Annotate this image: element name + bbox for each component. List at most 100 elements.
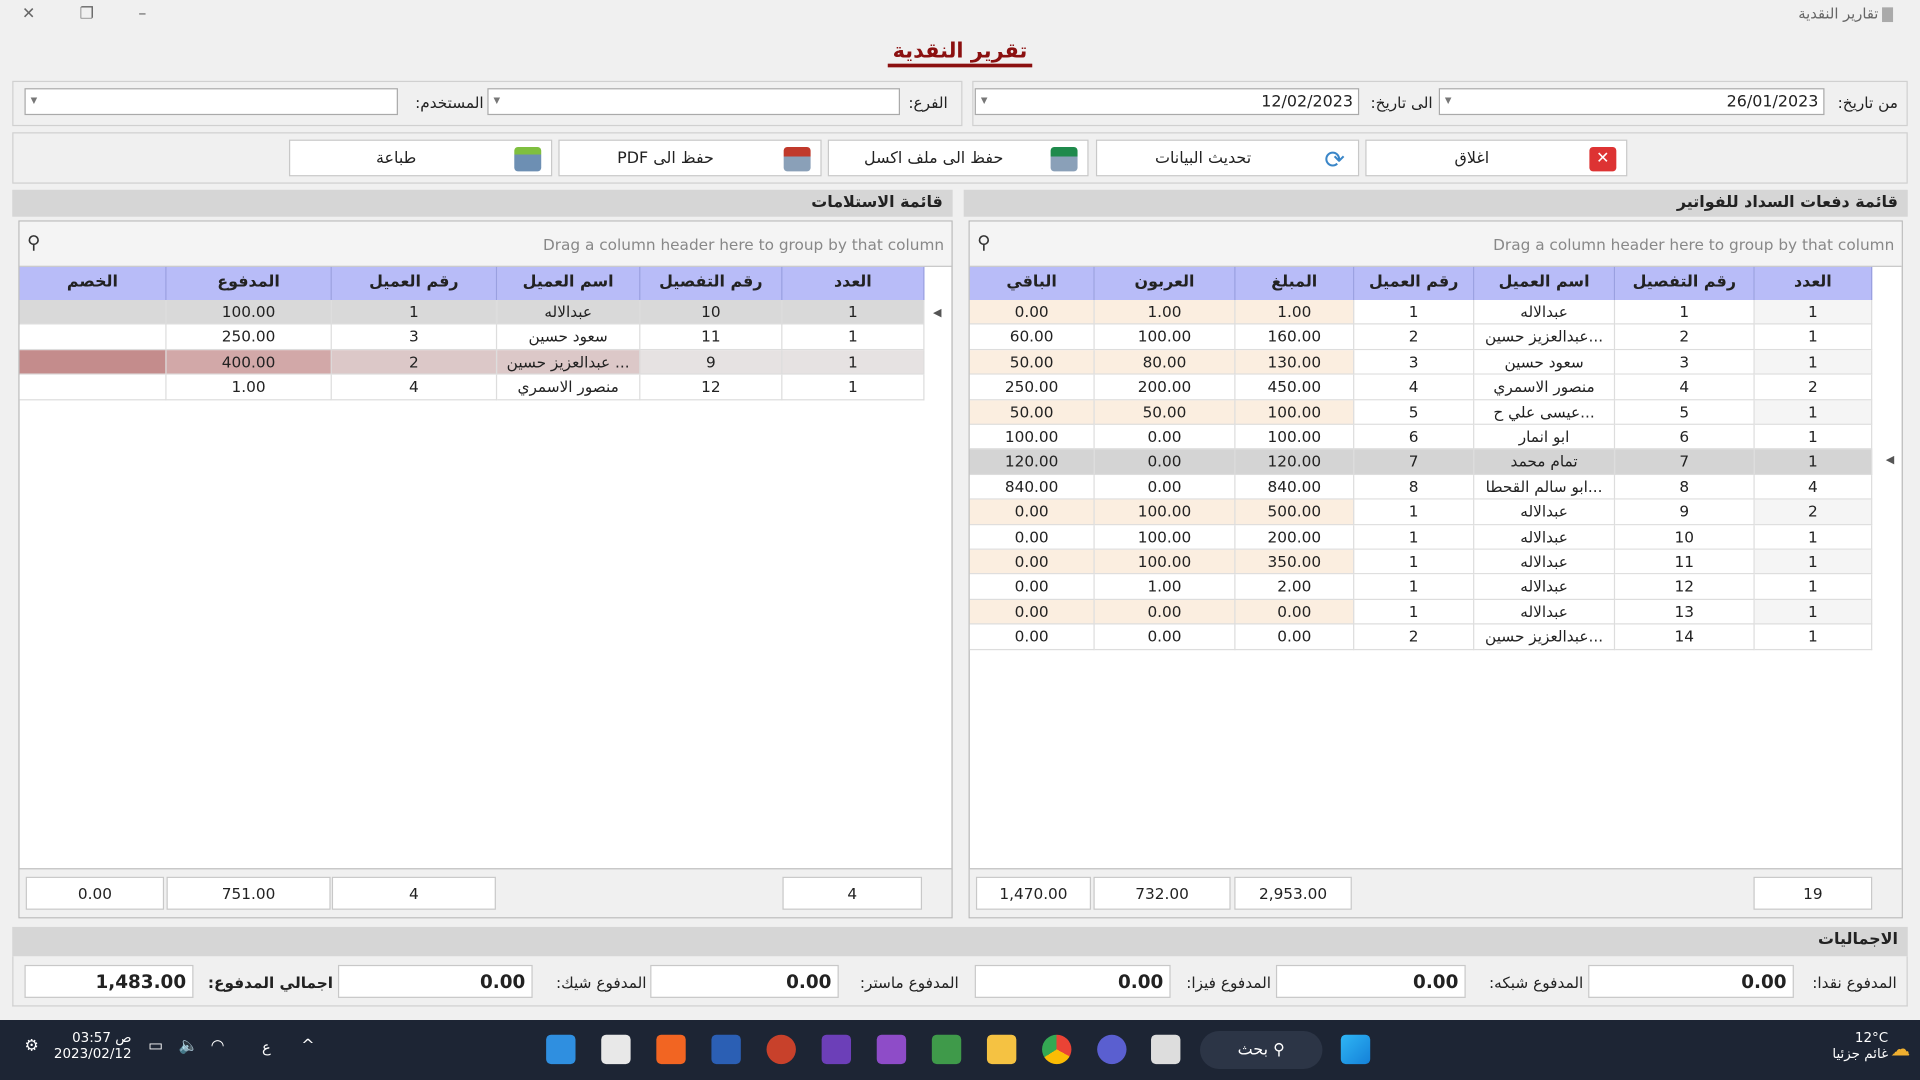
save-pdf-button[interactable]: حفظ الى PDF [558,139,822,177]
photos-icon[interactable] [546,1034,576,1065]
chrome-icon[interactable] [1042,1034,1072,1065]
excel-app-icon[interactable] [931,1034,962,1065]
column-header[interactable]: الخصم [19,266,167,301]
language-indicator[interactable]: ع [262,1038,271,1056]
column-header[interactable]: المبلغ [1235,266,1355,301]
notifications-icon[interactable]: ⚙ [24,1037,39,1056]
table-cell: 1 [1754,300,1873,325]
powerpoint-icon[interactable] [766,1034,796,1065]
search-icon[interactable]: ⚲ [977,231,991,254]
table-cell: 100.00 [1094,499,1236,525]
search-icon[interactable]: ⚲ [26,231,41,254]
table-row[interactable]: 1 12 منصور الاسمري 4 1.00 [19,374,952,400]
table-cell: 8 [1615,474,1755,500]
restore-window-button[interactable]: ❐ [79,4,94,24]
date: 2023/02/12 [53,1045,132,1062]
receipts-grid: Drag a column header here to group by th… [18,220,953,919]
column-header[interactable]: رقم التفصيل [1615,266,1755,301]
table-cell: 250.00 [969,374,1095,400]
group-by-panel[interactable]: Drag a column header here to group by th… [19,221,952,267]
file-explorer-icon[interactable] [986,1034,1017,1065]
start-windows-icon[interactable] [1340,1034,1371,1065]
table-cell: 60.00 [969,324,1095,350]
column-header[interactable]: المدفوع [166,266,332,301]
to-date-picker[interactable]: ▼ 12/02/2023 [974,88,1360,116]
table-row[interactable]: 4 8 ابو سالم القحطا... 8 840.00 0.00 840.00 [969,474,1902,500]
chevron-up-icon[interactable]: ^ [301,1037,315,1056]
column-header[interactable]: رقم التفصيل [640,266,783,301]
from-date-value: 26/01/2023 [1726,93,1819,112]
column-header[interactable]: اسم العميل [1474,266,1616,301]
save-excel-button[interactable]: حفظ الى ملف اكسل [827,139,1089,177]
table-row[interactable]: 1 11 عبدالاله 1 350.00 100.00 0.00 [969,549,1902,575]
teams-icon[interactable] [1097,1034,1127,1065]
table-cell: 2 [1615,324,1755,350]
column-header[interactable]: العدد [782,266,925,301]
column-header[interactable]: العدد [1754,266,1873,301]
word-icon[interactable] [711,1034,741,1065]
summary-title: الاجماليات [12,926,1908,957]
table-row[interactable]: 1 1 عبدالاله 1 1.00 1.00 0.00 [969,300,1902,325]
payments-panel-title: قائمة دفعات السداد للفواتير [963,189,1908,217]
table-row[interactable]: 1 13 عبدالاله 1 0.00 0.00 0.00 [969,599,1902,625]
wifi-icon[interactable]: ◠ [210,1037,225,1056]
table-row[interactable]: 1 9 عبدالعزيز حسين ... 2 400.00 [19,349,952,375]
table-row[interactable]: 2 4 منصور الاسمري 4 450.00 200.00 250.00 [969,374,1902,400]
table-row[interactable]: 2 9 عبدالاله 1 500.00 100.00 0.00 [969,499,1902,525]
table-cell: 8 [1354,474,1475,500]
visa-field: 0.00 [974,964,1171,998]
table-cell: 2 [1354,324,1475,350]
refresh-button[interactable]: تحديث البيانات ⟳ [1095,139,1360,177]
task-view-icon[interactable] [1151,1034,1181,1065]
table-row[interactable]: 1 10 عبدالاله 1 200.00 100.00 0.00 [969,524,1902,550]
group-by-panel[interactable]: Drag a column header here to group by th… [969,221,1902,267]
close-button[interactable]: اغلاق ✕ [1365,139,1628,177]
table-cell: 0.00 [1094,599,1236,625]
minimize-window-button[interactable]: – [138,4,147,24]
snipping-tool-icon[interactable] [601,1034,631,1065]
table-row[interactable]: 1 11 سعود حسين 3 250.00 [19,324,952,350]
table-cell: 1 [331,300,498,325]
column-header[interactable]: رقم العميل [1354,266,1475,301]
table-cell: 3 [1615,349,1755,375]
table-cell: 0.00 [969,549,1095,575]
table-cell: 200.00 [1094,374,1236,400]
column-header[interactable]: الباقي [969,266,1095,301]
table-cell: 0.00 [969,499,1095,525]
table-row[interactable]: 1 7 تمام محمد 7 120.00 0.00 120.00 [969,449,1902,475]
table-cell: 0.00 [969,524,1095,550]
table-cell: 50.00 [969,399,1095,425]
taskbar-search[interactable]: بحث ⚲ [1200,1031,1323,1069]
table-row[interactable]: 1 5 عيسى علي ح... 5 100.00 50.00 50.00 [969,399,1902,425]
branch-select[interactable]: ▼ [487,88,901,116]
table-row[interactable]: 1 6 ابو انمار 6 100.00 0.00 100.00 [969,424,1902,450]
table-row[interactable]: 1 14 عبدالعزيز حسين... 2 0.00 0.00 0.00 [969,624,1902,650]
column-header[interactable]: اسم العميل [497,266,641,301]
office-icon[interactable] [656,1034,686,1065]
close-window-button[interactable]: ✕ [22,4,36,24]
table-cell: 0.00 [969,300,1095,325]
table-cell: 2 [1354,624,1475,650]
visual-studio-2-icon[interactable] [821,1034,852,1065]
table-cell: 12 [640,374,783,400]
table-cell: 1 [1354,574,1475,600]
table-row[interactable]: 1 2 عبدالعزيز حسين... 2 160.00 100.00 60.00 [969,324,1902,350]
table-row[interactable]: 1 12 عبدالاله 1 2.00 1.00 0.00 [969,574,1902,600]
user-select[interactable]: ▼ [24,88,398,116]
volume-icon[interactable]: 🔈 [178,1037,199,1056]
battery-icon[interactable]: ▭ [148,1037,164,1056]
from-date-picker[interactable]: ▼ 26/01/2023 [1438,88,1825,116]
table-cell: 100.00 [1235,424,1355,450]
clock[interactable]: 03:57 ص 2023/02/12 [54,1030,132,1062]
table-cell: 4 [1354,374,1475,400]
weather-widget[interactable]: 12°C غائم جزئيا [1832,1030,1888,1062]
column-header[interactable]: رقم العميل [331,266,498,301]
table-cell: 9 [640,349,783,375]
column-header[interactable]: العربون [1094,266,1236,301]
visual-studio-icon[interactable] [876,1034,907,1065]
table-row[interactable]: 1 10 عبدالاله 1 100.00 [19,300,952,325]
print-button[interactable]: طباعة [288,139,553,177]
table-cell: 1 [1354,499,1475,525]
table-row[interactable]: 1 3 سعود حسين 3 130.00 80.00 50.00 [969,349,1902,375]
cheque-label: المدفوع شيك: [555,973,647,992]
